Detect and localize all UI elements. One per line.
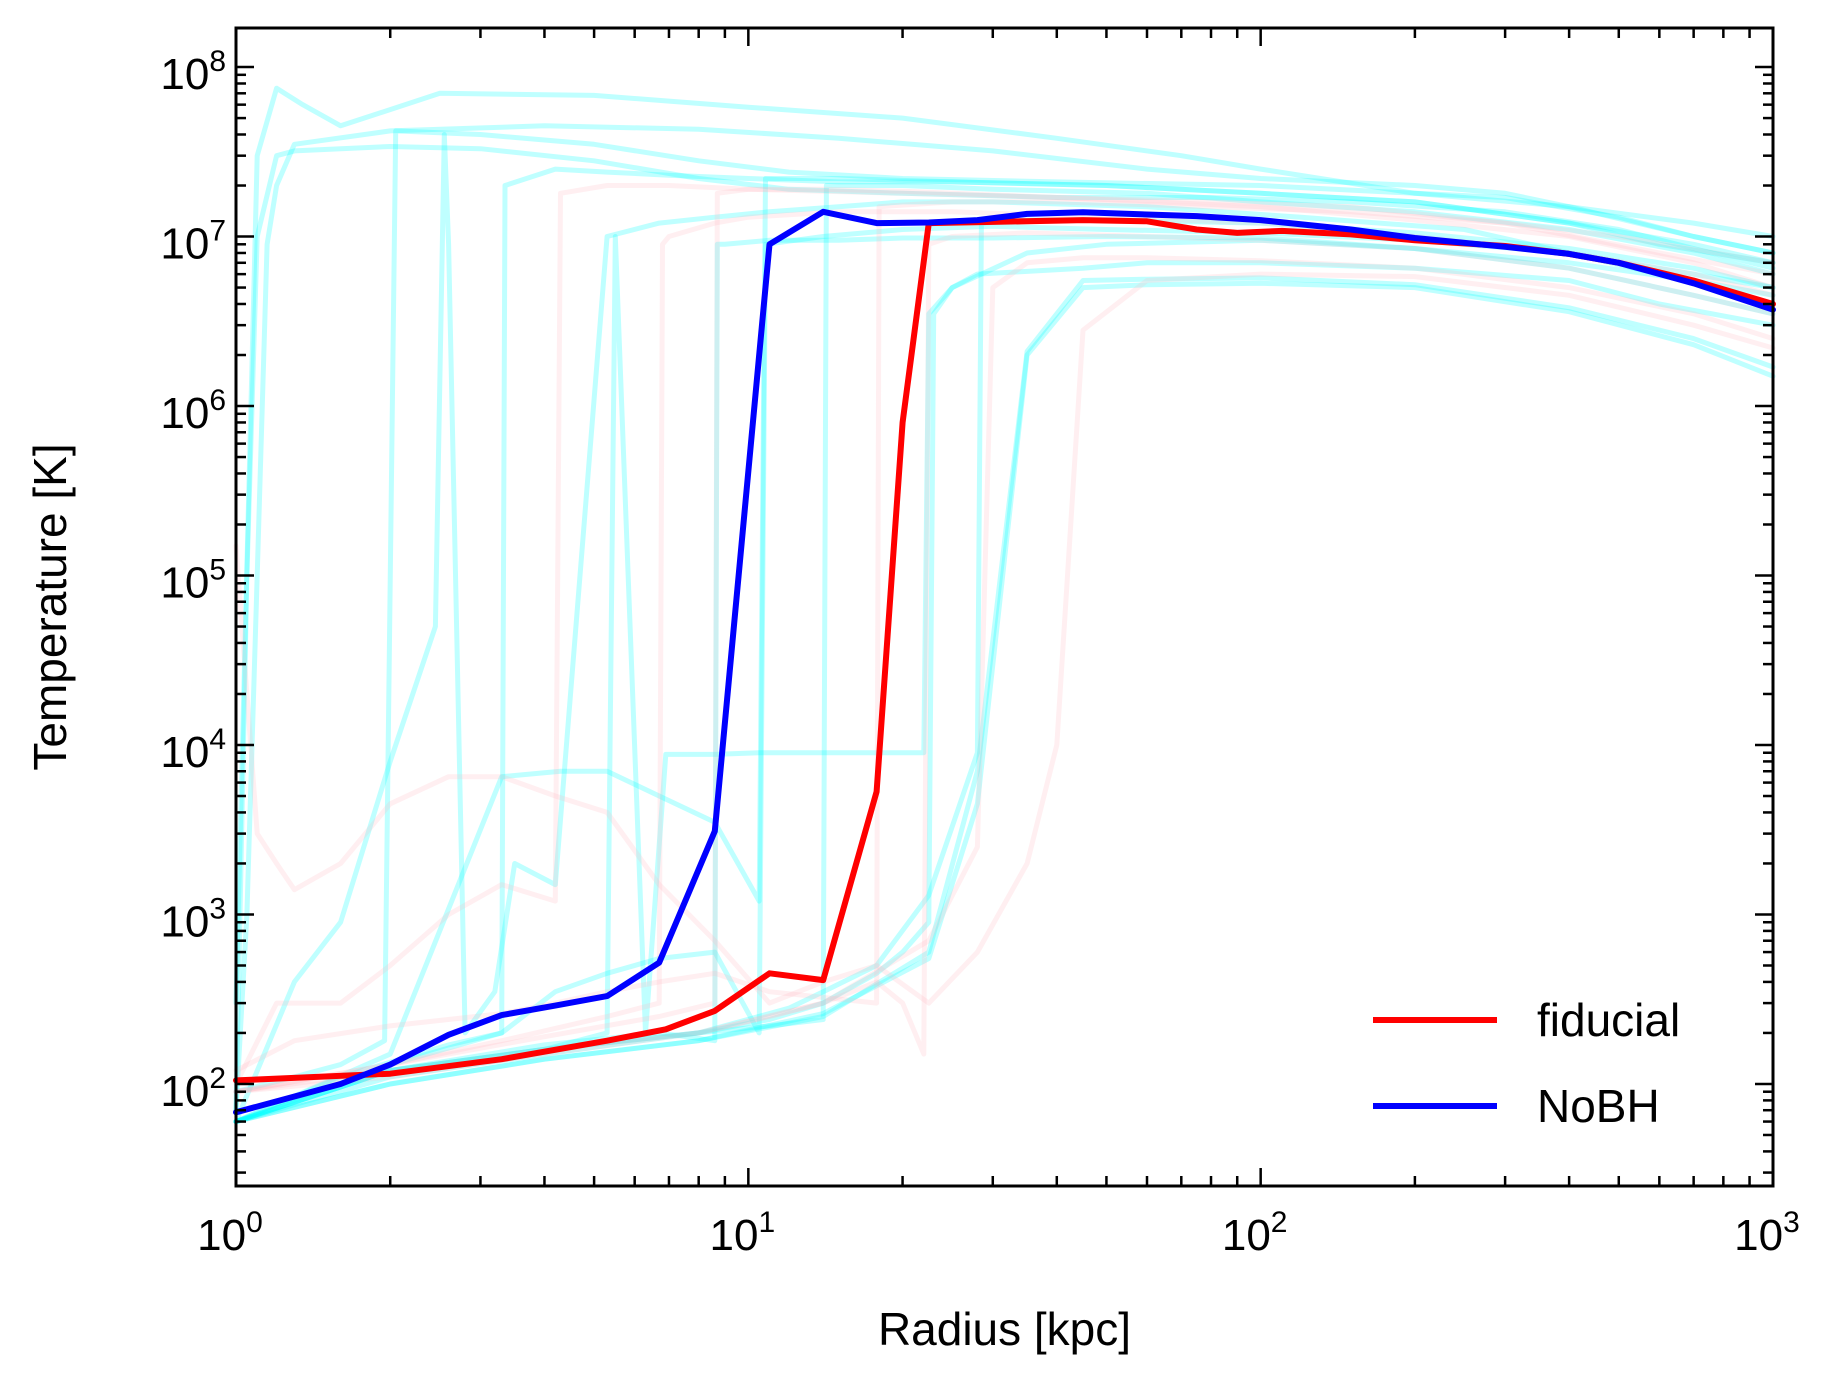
series-line-cyan-11 [233,183,1776,1125]
series-layer [233,85,1776,1125]
x-tick-label-3: 103 [1734,1206,1800,1260]
y-tick-label-5: 105 [160,554,226,608]
y-axis-title: Temperature [K] [24,443,76,770]
x-tick-label-1: 101 [710,1206,776,1260]
series-line-fiducial [233,217,1776,1084]
ticks-layer [234,28,1775,1186]
y-tick-label-7: 107 [160,215,226,269]
x-axis-title: Radius [kpc] [878,1303,1131,1355]
series-line-pink-06 [233,255,1776,1095]
y-tick-label-3: 103 [160,892,226,946]
series-line-pink-01 [233,271,1776,1006]
legend-label-nobh: NoBH [1537,1080,1660,1132]
y-tick-label-6: 106 [160,384,226,438]
x-tick-label-0: 100 [197,1206,263,1260]
y-tick-label-2: 102 [160,1062,226,1116]
series-line-pink-03 [233,209,1776,1095]
series-line-cyan-15 [233,280,1776,1125]
series-line-cyan-06 [233,166,1776,1125]
x-tick-label-2: 102 [1222,1206,1288,1260]
series-line-cyan-12 [233,217,1776,1125]
series-line-cyan-14 [233,275,1776,1125]
series-line-pink-07 [233,199,1776,1073]
series-line-cyan-05 [233,132,1776,1125]
y-tick-label-4: 104 [160,723,226,777]
series-line-pink-02 [233,183,1776,1087]
series-line-pink-04 [233,186,1776,1095]
legend-label-fiducial: fiducial [1537,994,1680,1046]
series-line-nobh [233,208,1776,1116]
series-line-cyan-02 [233,123,1776,1113]
plot-frame [234,26,1775,1188]
y-tick-label-8: 108 [160,45,226,99]
labels-layer: 100 101 102 103 102 103 104 105 106 107 108 [160,45,1799,1260]
series-line-cyan-04 [233,128,1776,1095]
series-line-cyan-13 [233,237,1776,1125]
series-line-cyan-07 [233,176,1776,1125]
series-line-cyan-01 [233,85,1776,1006]
series-line-cyan-03 [233,144,1776,1113]
legend: fiducial NoBH [1373,994,1680,1132]
series-line-pink-05 [233,230,1776,1095]
